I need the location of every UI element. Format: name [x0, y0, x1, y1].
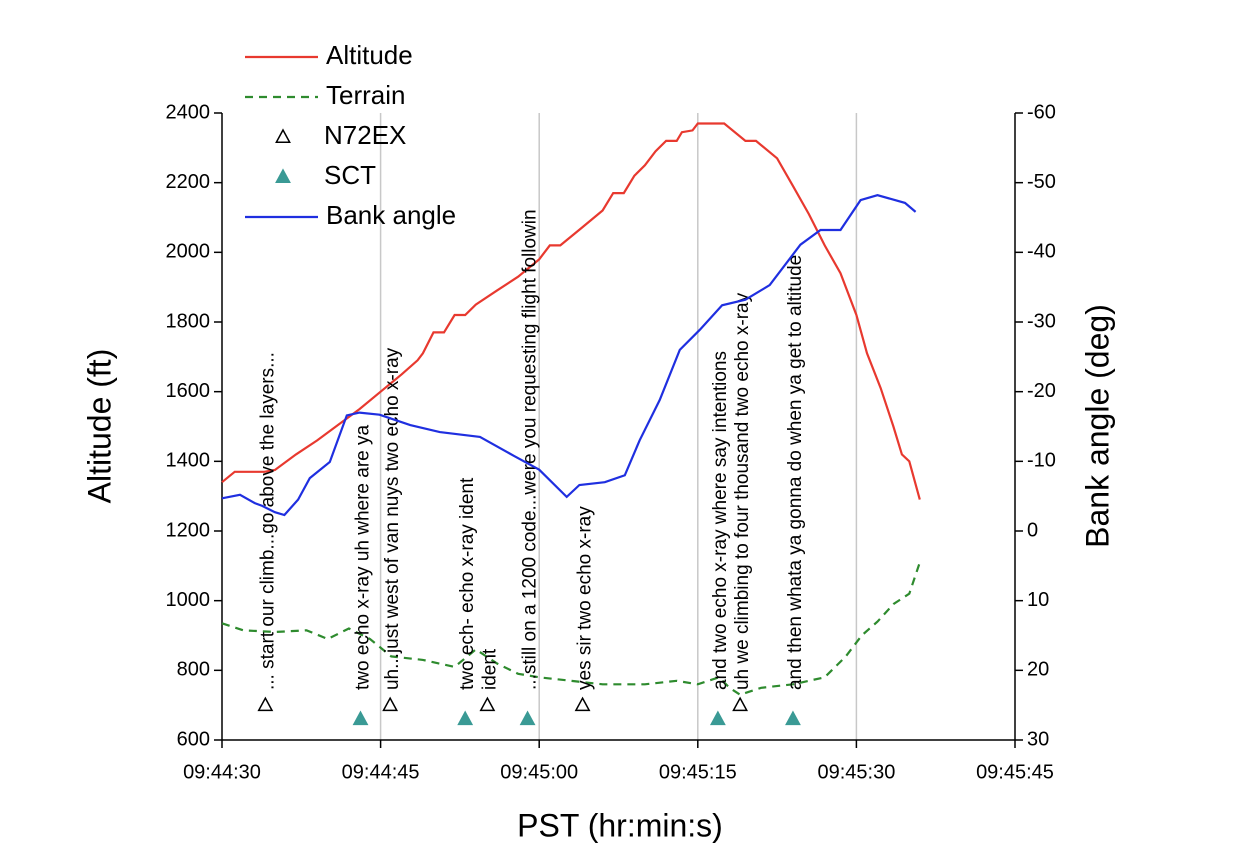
y2-tick-label: -40: [1027, 241, 1056, 263]
y-axis-title: Altitude (ft): [81, 349, 117, 504]
y2-tick-label: -20: [1027, 380, 1056, 402]
annotation: ...still on a 1200 code...were you reque…: [520, 209, 541, 690]
legend-marker: [275, 128, 291, 143]
marker: [709, 710, 726, 726]
y2-tick-label: -60: [1027, 101, 1056, 123]
y2-tick-label: -10: [1027, 450, 1056, 472]
y-tick-label: 1600: [166, 380, 211, 402]
annotation: and two echo x-ray where say intentions: [710, 351, 731, 690]
y-tick-label: 2000: [166, 241, 211, 263]
y-tick-label: 1200: [166, 519, 211, 541]
x-tick-label: 09:45:30: [817, 761, 895, 783]
y-tick-label: 1000: [166, 589, 211, 611]
x-tick-label: 09:45:15: [659, 761, 737, 783]
annotation: two ech- echo x-ray ident: [457, 477, 478, 690]
legend-label: Altitude: [326, 40, 413, 70]
marker: [457, 710, 474, 726]
legend-label: Bank angle: [326, 200, 456, 230]
annotation: uh...just west of van nuys two echo x-ra…: [382, 347, 403, 690]
annotation: yes sir two echo x-ray: [575, 506, 596, 690]
y-tick-label: 2400: [166, 101, 211, 123]
y2-tick-label: -50: [1027, 171, 1056, 193]
series-line: [221, 122, 921, 500]
y-tick-label: 600: [177, 728, 210, 750]
y-tick-label: 1400: [166, 450, 211, 472]
y2-tick-label: 10: [1027, 589, 1049, 611]
series-line: [221, 562, 921, 696]
marker: [479, 696, 496, 712]
y-tick-label: 2200: [166, 171, 211, 193]
y2-tick-label: 0: [1027, 519, 1038, 541]
y-tick-label: 1800: [166, 310, 211, 332]
legend-label: Terrain: [326, 80, 405, 110]
marker: [519, 710, 536, 726]
legend-label: SCT: [324, 160, 376, 190]
x-tick-label: 09:44:30: [183, 761, 261, 783]
marker: [732, 696, 749, 712]
y2-tick-label: -30: [1027, 310, 1056, 332]
x-tick-label: 09:45:00: [500, 761, 578, 783]
annotation: ... start our climb...go above the layer…: [257, 352, 278, 690]
y2-tick-label: 30: [1027, 728, 1049, 750]
marker: [352, 710, 369, 726]
x-tick-label: 09:45:45: [976, 761, 1054, 783]
legend-label: N72EX: [324, 120, 406, 150]
annotation: uh we climbing to four thousand two echo…: [732, 292, 753, 690]
marker: [257, 696, 274, 712]
x-axis-title: PST (hr:min:s): [517, 807, 723, 843]
x-tick-label: 09:44:45: [342, 761, 420, 783]
annotation: ident: [479, 648, 500, 690]
y-tick-label: 800: [177, 659, 210, 681]
y2-axis-title: Bank angle (deg): [1079, 304, 1115, 548]
marker: [785, 710, 801, 726]
marker: [574, 696, 591, 712]
annotation: two echo x-ray uh where are ya: [353, 424, 374, 690]
legend-marker: [275, 168, 291, 183]
series-line: [221, 194, 917, 517]
marker: [382, 696, 399, 712]
y2-tick-label: 20: [1027, 659, 1049, 681]
annotation: and then whata ya gonna do when ya get t…: [785, 255, 806, 690]
